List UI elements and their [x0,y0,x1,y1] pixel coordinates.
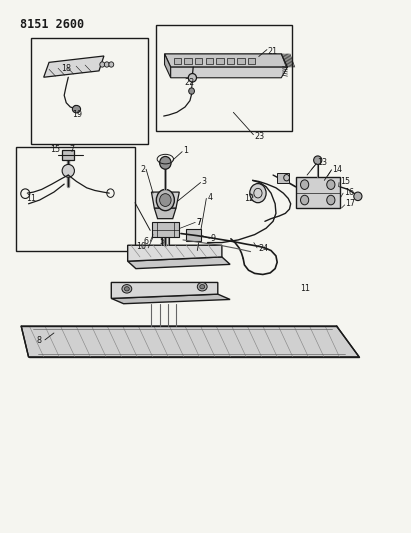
Text: 2: 2 [140,165,145,174]
Text: 1: 1 [183,146,188,155]
Text: 21: 21 [268,47,278,55]
Bar [206,58,213,64]
Ellipse shape [104,62,109,67]
Bar [184,58,192,64]
Bar [62,150,74,160]
Bar [186,229,201,241]
Bar [216,58,224,64]
Text: 18: 18 [61,64,72,73]
Polygon shape [151,192,179,208]
Bar [238,58,245,64]
Text: 15: 15 [340,177,350,186]
Text: 11: 11 [300,284,310,293]
Polygon shape [128,245,222,261]
Ellipse shape [300,180,309,189]
Polygon shape [44,56,104,77]
Ellipse shape [100,62,105,67]
Text: 10: 10 [136,242,146,251]
Ellipse shape [354,192,362,200]
Text: 8151 2600: 8151 2600 [21,18,85,31]
Polygon shape [21,326,359,357]
Polygon shape [164,54,171,78]
Text: 14: 14 [332,165,342,174]
Ellipse shape [159,193,171,206]
Bar [16,147,135,251]
Bar [195,58,202,64]
Text: 15: 15 [50,145,60,154]
Ellipse shape [62,165,74,177]
Ellipse shape [109,62,114,67]
Text: 7: 7 [69,145,75,154]
Ellipse shape [200,285,205,289]
Bar [277,173,289,182]
Text: 6: 6 [143,237,148,246]
Text: 16: 16 [344,188,354,197]
Ellipse shape [250,183,266,203]
Ellipse shape [300,195,309,205]
Ellipse shape [156,189,174,211]
Text: 7: 7 [196,218,202,227]
Bar [248,58,256,64]
Ellipse shape [189,88,194,94]
Ellipse shape [314,156,322,165]
Polygon shape [128,257,230,269]
Text: 19: 19 [72,110,82,119]
Text: 12: 12 [244,194,254,203]
Text: 5: 5 [159,237,165,246]
Text: 7: 7 [196,218,202,227]
Ellipse shape [327,195,335,205]
Polygon shape [154,208,176,219]
Bar [31,38,148,144]
Text: 3: 3 [201,177,206,186]
Text: 9: 9 [210,234,215,243]
Bar [227,58,234,64]
Ellipse shape [327,180,335,189]
Ellipse shape [188,74,196,82]
Text: 8: 8 [37,336,42,345]
Ellipse shape [159,157,171,169]
Bar [156,25,291,131]
Bar [173,58,181,64]
Bar [152,222,179,237]
Polygon shape [111,282,218,298]
Text: 24: 24 [258,245,268,254]
Ellipse shape [125,287,129,291]
Text: 17: 17 [346,199,356,208]
Ellipse shape [122,285,132,293]
Text: 23: 23 [255,132,265,141]
Polygon shape [164,54,287,67]
Text: 13: 13 [317,158,327,167]
Bar [296,177,340,208]
Polygon shape [171,67,287,78]
Ellipse shape [72,106,81,113]
Text: 11: 11 [26,194,36,203]
Text: 22: 22 [184,77,194,86]
Polygon shape [111,294,230,304]
Text: 4: 4 [208,193,212,202]
Ellipse shape [197,282,207,291]
